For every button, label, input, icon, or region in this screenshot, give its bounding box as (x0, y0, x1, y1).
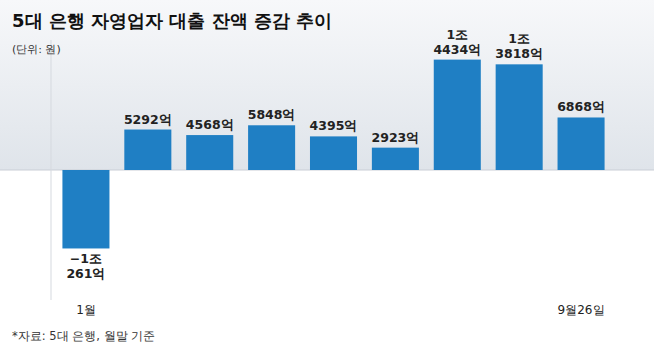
x-tick: 9월26일 (558, 303, 605, 317)
bar (496, 64, 543, 170)
x-tick-label: 9월26일 (558, 303, 605, 317)
data-label-line: 4434억 (433, 42, 481, 57)
bar (186, 135, 233, 170)
bar (558, 117, 605, 170)
data-label-line: 1조 (446, 27, 468, 42)
data-label: 4395억 (310, 118, 358, 133)
data-label: 1조3818억 (495, 31, 543, 61)
bar (248, 125, 295, 170)
data-label-line: 2923억 (371, 130, 419, 145)
data-label: 2923억 (371, 130, 419, 145)
x-axis: 1월 9월26일 (76, 303, 604, 317)
bar (310, 136, 357, 170)
data-label-line: −1조 (70, 251, 102, 266)
data-label: 5848억 (248, 107, 296, 122)
background (0, 0, 654, 170)
y-axis-line (51, 40, 52, 300)
subtitle: (단위: 원) (12, 43, 61, 56)
x-tick: 1월 (76, 303, 96, 317)
data-label-line: 4395억 (310, 118, 358, 133)
source-note: *자료: 5대 은행, 월말 기준 (12, 329, 155, 343)
data-label-line: 1조 (508, 31, 530, 46)
bar (62, 170, 109, 248)
bar (434, 60, 481, 170)
bars (62, 60, 604, 249)
data-label-line: 4568억 (186, 117, 234, 132)
bar (124, 130, 171, 170)
data-labels: −1조261억5292억4568억5848억4395억2923억1조4434억1… (66, 27, 605, 282)
data-label: −1조261억 (66, 251, 105, 281)
data-label-line: 3818억 (495, 46, 543, 61)
data-label: 4568억 (186, 117, 234, 132)
data-label: 5292억 (124, 112, 172, 127)
data-label-line: 5848억 (248, 107, 296, 122)
x-tick-label: 1월 (76, 303, 96, 317)
chart: −1조261억5292억4568억5848억4395억2923억1조4434억1… (0, 0, 654, 360)
bar (372, 148, 419, 170)
title: 5대 은행 자영업자 대출 잔액 증감 추이 (12, 10, 332, 31)
data-label: 6868억 (557, 99, 605, 114)
data-label-line: 261억 (66, 266, 105, 281)
data-label-line: 6868억 (557, 99, 605, 114)
data-label-line: 5292억 (124, 112, 172, 127)
data-label: 1조4434억 (433, 27, 481, 57)
